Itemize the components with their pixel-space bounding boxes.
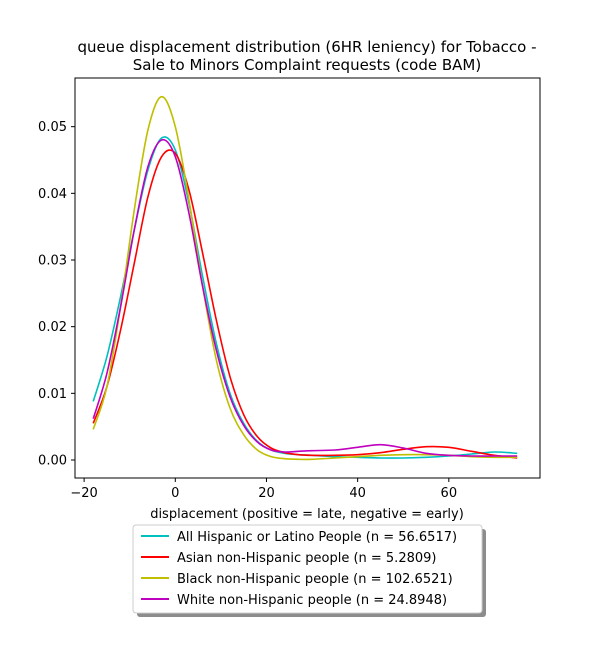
x-axis-label: displacement (positive = late, negative … — [150, 507, 464, 522]
plot-lines — [92, 95, 518, 461]
y-tick-label: 0.02 — [38, 320, 67, 335]
legend-label: Black non-Hispanic people (n = 102.6521) — [177, 572, 453, 587]
y-tick-label: 0.00 — [38, 454, 67, 469]
x-tick-label: −20 — [70, 486, 97, 501]
series-line-1 — [92, 136, 518, 459]
plot-area-frame — [74, 77, 541, 479]
y-tick-label: 0.03 — [38, 254, 67, 269]
legend-label: White non-Hispanic people (n = 24.8948) — [177, 593, 447, 608]
legend-label: All Hispanic or Latino People (n = 56.65… — [177, 530, 457, 545]
x-tick-label: 40 — [349, 486, 366, 501]
x-tick-label: 60 — [441, 486, 458, 501]
legend-label: Asian non-Hispanic people (n = 5.2809) — [177, 551, 436, 566]
x-axis-ticks: −20 0 20 40 60 — [70, 478, 457, 501]
legend: All Hispanic or Latino People (n = 56.65… — [132, 524, 486, 617]
series-line-2 — [92, 149, 518, 459]
series-line-4 — [92, 138, 518, 457]
x-tick-label: 0 — [171, 486, 179, 501]
y-tick-label: 0.05 — [38, 120, 67, 135]
y-axis-ticks: 0.00 0.01 0.02 0.03 0.04 0.05 — [38, 120, 75, 469]
legend-items: All Hispanic or Latino People (n = 56.65… — [141, 530, 457, 608]
y-tick-label: 0.01 — [38, 387, 67, 402]
x-tick-label: 20 — [258, 486, 275, 501]
series-line-3 — [92, 95, 518, 461]
legend-box — [132, 524, 483, 614]
chart-title-line2: Sale to Minors Complaint requests (code … — [133, 56, 481, 74]
y-tick-label: 0.04 — [38, 187, 67, 202]
chart-title-line1: queue displacement distribution (6HR len… — [77, 38, 536, 56]
